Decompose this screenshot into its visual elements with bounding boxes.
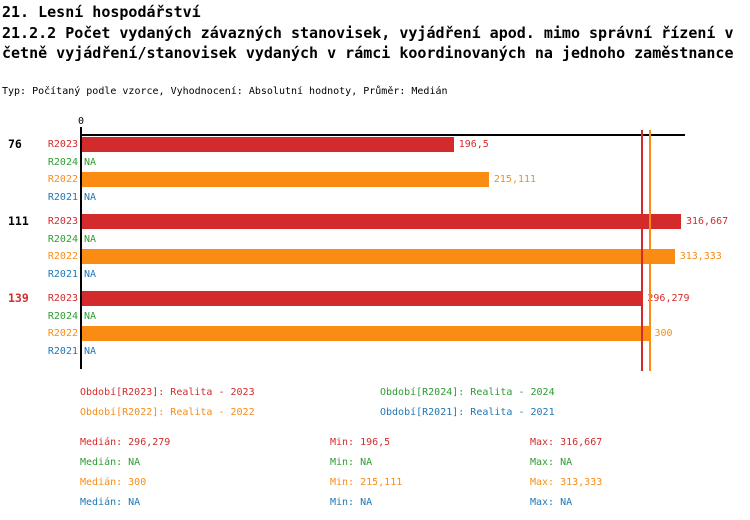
- na-value-label: NA: [84, 191, 97, 203]
- legend-item: Období[R2023]: Realita - 2023: [80, 387, 255, 398]
- stat-min: Min: 196,5: [330, 437, 391, 448]
- median-line: [641, 130, 644, 371]
- bar-row: R2024 NA: [0, 155, 750, 170]
- stat-max: Max: 316,667: [530, 437, 603, 448]
- stat-median: Medián: NA: [80, 457, 141, 468]
- series-label: R2024: [47, 233, 78, 245]
- bar-value-label: 300: [654, 328, 673, 339]
- stat-min: Min: NA: [330, 497, 373, 508]
- series-label: R2024: [47, 156, 78, 168]
- stat-max: Max: NA: [530, 497, 573, 508]
- na-value-label: NA: [84, 345, 97, 357]
- chart-meta-line: Typ: Počítaný podle vzorce, Vyhodnocení:…: [2, 86, 448, 97]
- na-value-label: NA: [84, 268, 97, 280]
- bar-value-label: 296,279: [647, 293, 690, 304]
- chart-title-line3: četně vyjádření/stanovisek vydaných v rá…: [2, 44, 734, 62]
- series-label: R2023: [47, 139, 78, 150]
- x-axis-zero-tick-label: 0: [77, 116, 85, 127]
- bar: [82, 326, 650, 341]
- bar-row: R2022 300: [0, 326, 750, 341]
- bar: [82, 214, 681, 229]
- chart-title-line2: 21.2.2 Počet vydaných závazných stanovis…: [2, 24, 734, 42]
- stat-min: Min: NA: [330, 457, 373, 468]
- bar: [82, 172, 489, 187]
- na-value-label: NA: [84, 233, 97, 245]
- bar-rows-container: 76 R2023 196,5 R2024 NA R2022 215,111 R2021 NA 11…: [0, 137, 750, 368]
- stat-max: Max: 313,333: [530, 477, 603, 488]
- series-label: R2023: [47, 293, 78, 304]
- bar-row: R2022 215,111: [0, 172, 750, 187]
- bar: [82, 291, 643, 306]
- na-value-label: NA: [84, 156, 97, 168]
- bar-row: R2024 NA: [0, 232, 750, 247]
- stat-median: Medián: NA: [80, 497, 141, 508]
- group-label: 111: [8, 214, 29, 228]
- stat-median: Medián: 296,279: [80, 437, 171, 448]
- bar-row: 139 R2023 296,279: [0, 291, 750, 306]
- group-label: 76: [8, 137, 22, 151]
- series-label: R2024: [47, 310, 78, 322]
- bar-row: R2021 NA: [0, 190, 750, 205]
- median-line: [648, 130, 651, 371]
- bar: [82, 249, 675, 264]
- bar-row: 111 R2023 316,667: [0, 214, 750, 229]
- series-label: R2023: [47, 216, 78, 227]
- bar: [82, 137, 454, 152]
- bar-value-label: 313,333: [679, 251, 722, 262]
- legend-item: Období[R2024]: Realita - 2024: [380, 387, 555, 398]
- chart-title-line1: 21. Lesní hospodářství: [2, 3, 201, 21]
- bar-value-label: 316,667: [686, 216, 729, 227]
- bar-row: R2021 NA: [0, 267, 750, 282]
- bar-value-label: 196,5: [458, 139, 489, 150]
- bar-row: 76 R2023 196,5: [0, 137, 750, 152]
- series-label: R2021: [47, 345, 78, 357]
- y-axis-line: [80, 127, 82, 369]
- bar-row: R2024 NA: [0, 309, 750, 324]
- group-label: 139: [8, 291, 29, 305]
- series-label: R2022: [47, 174, 78, 185]
- na-value-label: NA: [84, 310, 97, 322]
- bar-value-label: 215,111: [493, 174, 537, 185]
- legend-item: Období[R2021]: Realita - 2021: [380, 407, 555, 418]
- stat-median: Medián: 300: [80, 477, 147, 488]
- legend-item: Období[R2022]: Realita - 2022: [80, 407, 255, 418]
- stat-max: Max: NA: [530, 457, 573, 468]
- x-axis-line: [80, 134, 685, 136]
- stat-min: Min: 215,111: [330, 477, 403, 488]
- bar-row: R2022 313,333: [0, 249, 750, 264]
- series-label: R2021: [47, 191, 78, 203]
- series-label: R2022: [47, 328, 78, 339]
- bar-row: R2021 NA: [0, 344, 750, 359]
- series-label: R2021: [47, 268, 78, 280]
- series-label: R2022: [47, 251, 78, 262]
